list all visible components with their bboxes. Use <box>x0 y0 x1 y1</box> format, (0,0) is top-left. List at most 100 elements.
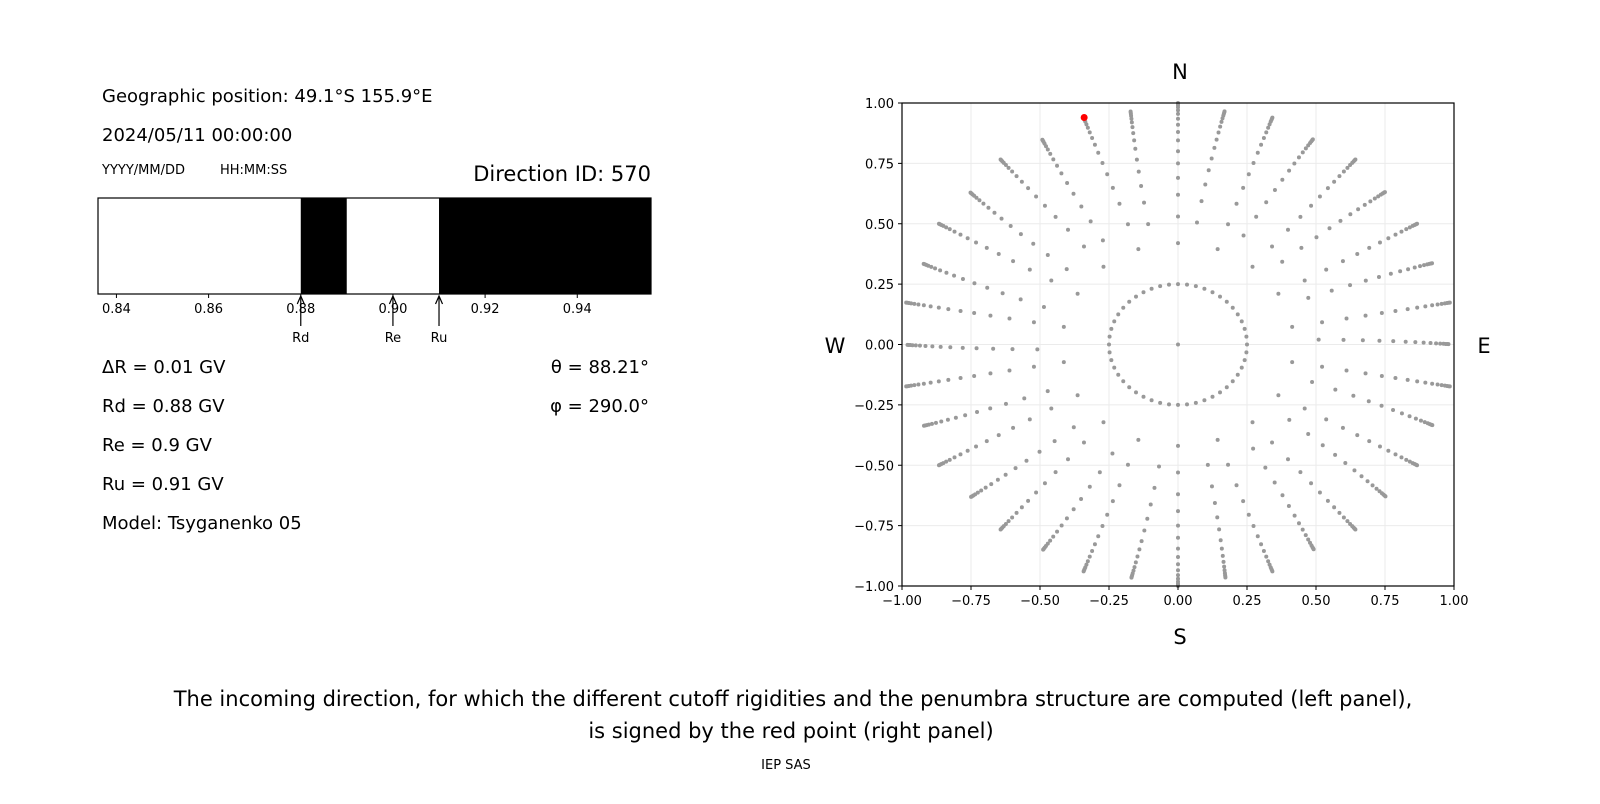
direction-point <box>1176 555 1180 560</box>
direction-point <box>1166 402 1171 407</box>
direction-point <box>1212 145 1217 150</box>
direction-point <box>1272 480 1277 485</box>
direction-point <box>1048 538 1053 543</box>
direction-point <box>1100 524 1105 529</box>
direction-point <box>1087 554 1092 559</box>
direction-point <box>1176 116 1180 121</box>
direction-point <box>928 304 933 309</box>
direction-point <box>1340 425 1345 430</box>
direction-point <box>1112 365 1117 370</box>
direction-point <box>938 344 943 349</box>
direction-point <box>1051 534 1056 539</box>
direction-point <box>1290 360 1295 365</box>
direction-point <box>1439 383 1444 388</box>
direction-point <box>1360 338 1365 343</box>
direction-point <box>1270 440 1275 445</box>
x-tick-label: 0.75 <box>1371 594 1400 609</box>
direction-point <box>1034 490 1039 495</box>
direction-point <box>904 300 909 305</box>
direction-point <box>1287 168 1292 173</box>
direction-point <box>1290 324 1295 329</box>
direction-point <box>1363 371 1368 376</box>
direction-point <box>1064 267 1069 272</box>
direction-point <box>1376 274 1381 279</box>
direction-point <box>1362 202 1367 207</box>
direction-point <box>1176 402 1180 407</box>
direction-point <box>1066 457 1071 462</box>
geo-position: Geographic position: 49.1°S 155.9°E <box>102 86 433 107</box>
direction-point <box>1242 358 1247 363</box>
direction-point <box>1088 219 1093 224</box>
direction-point <box>1194 220 1199 225</box>
direction-point <box>1332 179 1337 184</box>
y-tick-label: 0.00 <box>865 339 894 354</box>
direction-point <box>1309 481 1314 486</box>
direction-point <box>1423 304 1428 309</box>
direction-point <box>1110 451 1115 456</box>
re-value: Re = 0.9 GV <box>102 435 213 456</box>
direction-point <box>1413 340 1418 345</box>
direction-point <box>1096 534 1101 539</box>
direction-point <box>1176 122 1180 127</box>
direction-point <box>1193 400 1198 405</box>
direction-point <box>1176 470 1180 475</box>
direction-point <box>1337 510 1342 515</box>
direction-point <box>1006 519 1011 524</box>
direction-point <box>1034 194 1039 199</box>
direction-point <box>1185 402 1190 407</box>
direction-point <box>1092 542 1097 547</box>
direction-point <box>936 305 941 310</box>
direction-point <box>1320 443 1325 448</box>
x-tick-label: 0.92 <box>471 302 500 317</box>
direction-point <box>939 419 944 424</box>
y-tick-label: −0.25 <box>854 399 894 414</box>
direction-point <box>1045 147 1050 152</box>
direction-point <box>1131 131 1136 136</box>
direction-point <box>1105 172 1110 177</box>
direction-point <box>1003 401 1008 406</box>
direction-point <box>995 477 1000 482</box>
direction-point <box>1176 535 1180 540</box>
direction-point <box>1107 350 1112 355</box>
direction-point <box>930 344 935 349</box>
direction-point <box>974 444 979 449</box>
x-tick-label: −0.75 <box>951 594 991 609</box>
direction-point <box>1285 227 1290 232</box>
direction-point <box>1234 201 1239 206</box>
direction-point <box>1130 125 1135 130</box>
direction-point <box>1314 235 1319 240</box>
direction-point <box>958 376 963 381</box>
direction-point <box>946 307 951 312</box>
direction-scatter-chart: −1.00 −0.75 −0.50 −0.25 0.00 0.25 0.50 0.75 1.00… <box>825 60 1491 649</box>
direction-point <box>958 308 963 313</box>
direction-point <box>1176 576 1180 581</box>
direction-point <box>986 205 991 210</box>
penumbra-band <box>439 198 651 294</box>
direction-point <box>1435 302 1440 307</box>
direction-point <box>1092 142 1097 147</box>
x-tick-label: 0.25 <box>1233 594 1262 609</box>
direction-point <box>1344 368 1349 373</box>
direction-point <box>1372 196 1377 201</box>
direction-point <box>1270 115 1275 120</box>
direction-point <box>1100 238 1105 243</box>
direction-point <box>1310 137 1315 142</box>
direction-point <box>1320 320 1325 325</box>
direction-point <box>1116 312 1121 317</box>
direction-point <box>1125 222 1130 227</box>
direction-point <box>958 232 963 237</box>
direction-point <box>1235 372 1240 377</box>
direction-point <box>1176 523 1180 528</box>
direction-point <box>1006 165 1011 170</box>
direction-point <box>921 381 926 386</box>
direction-point <box>904 384 909 389</box>
direction-point <box>1327 226 1332 231</box>
direction-point <box>1341 337 1346 342</box>
direction-point <box>1246 512 1251 517</box>
direction-point <box>945 417 950 422</box>
direction-point <box>1296 155 1301 160</box>
x-tick-label: 0.84 <box>102 302 131 317</box>
direction-point <box>981 201 986 206</box>
direction-point <box>1097 470 1102 475</box>
direction-point <box>1222 568 1227 573</box>
